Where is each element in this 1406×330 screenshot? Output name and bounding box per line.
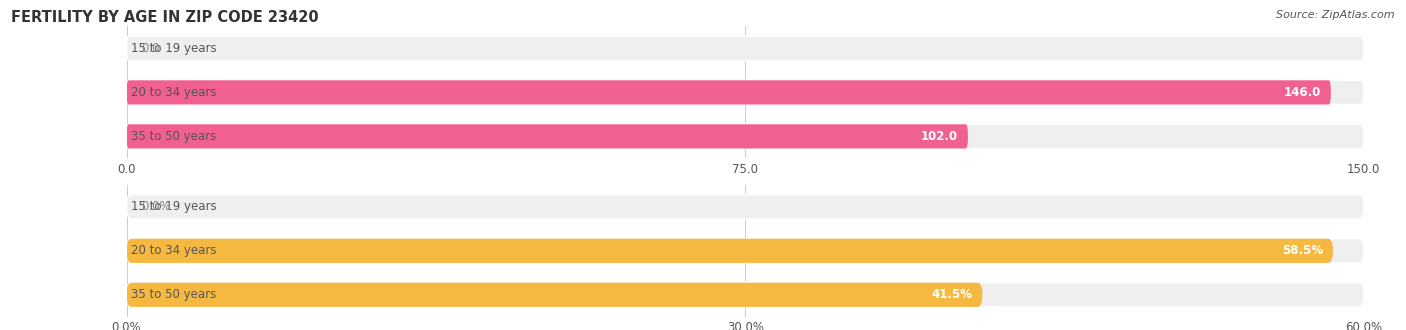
Text: 20 to 34 years: 20 to 34 years <box>132 86 217 99</box>
FancyBboxPatch shape <box>127 239 1333 263</box>
FancyBboxPatch shape <box>127 283 983 307</box>
FancyBboxPatch shape <box>127 80 1364 105</box>
Text: FERTILITY BY AGE IN ZIP CODE 23420: FERTILITY BY AGE IN ZIP CODE 23420 <box>11 10 319 25</box>
Text: 35 to 50 years: 35 to 50 years <box>132 288 217 301</box>
Text: 20 to 34 years: 20 to 34 years <box>132 244 217 257</box>
Text: 0.0: 0.0 <box>142 42 160 55</box>
FancyBboxPatch shape <box>127 124 967 148</box>
FancyBboxPatch shape <box>127 124 1364 148</box>
FancyBboxPatch shape <box>127 239 1364 263</box>
Text: 146.0: 146.0 <box>1284 86 1320 99</box>
FancyBboxPatch shape <box>127 36 1364 60</box>
FancyBboxPatch shape <box>127 195 1364 219</box>
Text: 41.5%: 41.5% <box>931 288 973 301</box>
Text: Source: ZipAtlas.com: Source: ZipAtlas.com <box>1277 10 1395 20</box>
Text: 15 to 19 years: 15 to 19 years <box>132 200 217 213</box>
Text: 15 to 19 years: 15 to 19 years <box>132 42 217 55</box>
Text: 102.0: 102.0 <box>921 130 957 143</box>
FancyBboxPatch shape <box>127 80 1331 105</box>
Text: 35 to 50 years: 35 to 50 years <box>132 130 217 143</box>
FancyBboxPatch shape <box>127 283 1364 307</box>
Text: 0.0%: 0.0% <box>142 200 172 213</box>
Text: 58.5%: 58.5% <box>1282 244 1323 257</box>
